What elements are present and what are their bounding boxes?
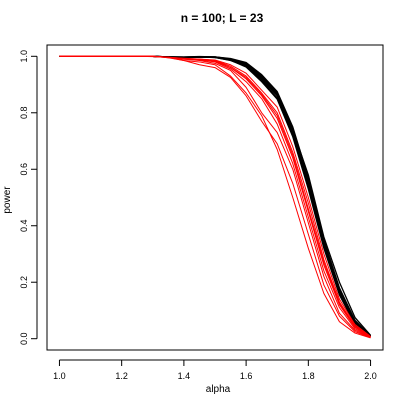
x-axis-label: alpha [206, 384, 231, 395]
y-tick-label-1.0: 1.0 [19, 50, 29, 63]
y-tick-label-0.0: 0.0 [19, 332, 29, 345]
y-tick-label-0.6: 0.6 [19, 163, 29, 176]
y-tick-label-0.4: 0.4 [19, 219, 29, 232]
series-line-red-10 [59, 55, 371, 338]
plot-area [46, 44, 384, 351]
series-line-red-11 [59, 55, 371, 339]
series-line-red-17 [59, 55, 371, 338]
series-line-red-12 [59, 55, 371, 339]
y-tick-label-0.2: 0.2 [19, 276, 29, 289]
series-line-red-16 [59, 55, 371, 339]
x-axis: 1.0 1.2 1.4 1.6 1.8 2.0 [53, 359, 377, 381]
x-tick-label-1.8: 1.8 [302, 371, 315, 381]
series-line-red-14 [59, 55, 371, 338]
x-tick-label-1.6: 1.6 [240, 371, 253, 381]
y-tick-label-0.8: 0.8 [19, 107, 29, 120]
chart-title: n = 100; L = 23 [181, 11, 264, 25]
y-axis-label: power [2, 186, 13, 214]
series-line-red-15 [59, 55, 371, 338]
x-tick-label-1.4: 1.4 [178, 371, 191, 381]
x-tick-label-1.0: 1.0 [53, 371, 66, 381]
x-tick-label-1.2: 1.2 [115, 371, 128, 381]
x-tick-label-2.0: 2.0 [364, 371, 377, 381]
y-axis: 0.0 0.2 0.4 0.6 0.8 1.0 [19, 50, 38, 345]
plot-frame [46, 44, 384, 351]
